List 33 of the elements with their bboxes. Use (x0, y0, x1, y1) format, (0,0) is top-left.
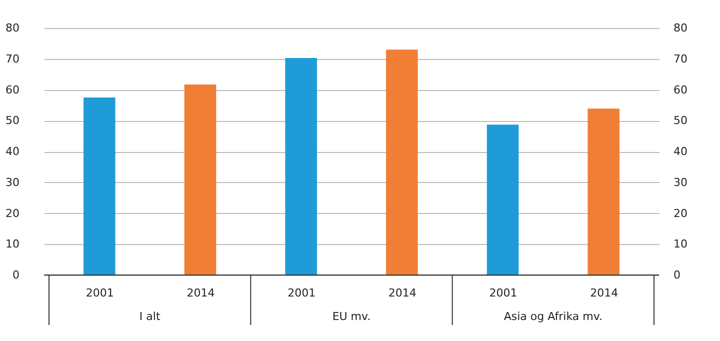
x-tick-label: 2014 (186, 286, 215, 300)
y-tick-label: 0 (12, 268, 20, 282)
x-tick-label: 2014 (388, 286, 416, 300)
y2-tick-label: 0 (674, 268, 680, 282)
text: Asia og Afrika mv. (504, 310, 602, 323)
bar (285, 58, 317, 275)
text: EU mv. (332, 310, 371, 323)
y-tick-label: 10 (6, 238, 20, 251)
y2-tick-label: 70 (674, 52, 688, 66)
bar (386, 50, 418, 275)
x-tick-label: 2001 (86, 286, 114, 300)
y-tick-label: 20 (6, 206, 20, 220)
y-tick-label: 80 (6, 22, 20, 34)
y2-tick-label: 10 (674, 238, 688, 251)
bar (486, 124, 519, 275)
y2-tick-label: 30 (674, 176, 688, 189)
y2-tick-label: 40 (674, 145, 688, 158)
y2-tick-label: 80 (674, 22, 688, 34)
y-tick-label: 40 (6, 145, 20, 158)
y2-tick-label: 20 (674, 206, 688, 220)
bar (84, 97, 116, 275)
x-tick-label: 2001 (489, 286, 518, 300)
y-tick-label: 30 (6, 176, 20, 189)
bar (184, 84, 216, 275)
bar (588, 108, 620, 275)
y-tick-label: 60 (6, 83, 20, 96)
y-tick-label: 50 (6, 114, 20, 128)
y2-tick-label: 60 (674, 83, 688, 96)
text: I alt (139, 310, 161, 323)
y-tick-label: 70 (6, 52, 20, 66)
x-tick-label: 2014 (590, 286, 618, 300)
y2-tick-label: 50 (674, 114, 688, 128)
x-tick-label: 2001 (288, 286, 316, 300)
